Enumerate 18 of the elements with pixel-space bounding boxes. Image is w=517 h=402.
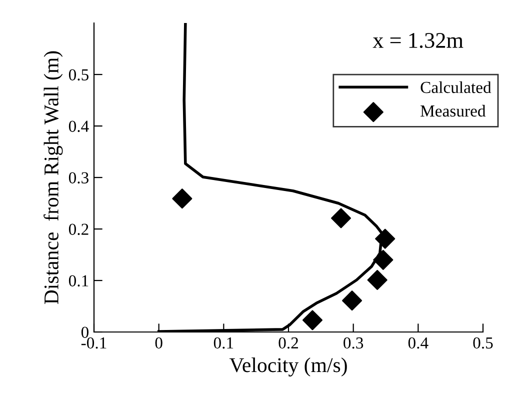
y-tick-label: 0 xyxy=(81,326,89,338)
y-tick-label: 0.3 xyxy=(68,172,88,184)
x-axis-title: Velocity (m/s) xyxy=(229,358,347,376)
x-tick-label: -0.1 xyxy=(81,337,106,349)
x-tick-label: 0.2 xyxy=(278,337,298,349)
y-axis-title: Distance from Right Wall (m) xyxy=(44,51,63,304)
annotation: x = 1.32m xyxy=(372,32,464,48)
x-tick-label: 0.5 xyxy=(473,337,493,349)
x-tick-label: 0 xyxy=(155,337,162,349)
y-tick-label: 0.1 xyxy=(68,275,88,287)
legend-label: Measured xyxy=(420,104,486,117)
x-tick-label: 0.1 xyxy=(214,337,234,349)
y-tick-label: 0.2 xyxy=(68,224,88,236)
x-tick-label: 0.3 xyxy=(344,337,364,349)
y-tick-label: 0.4 xyxy=(68,120,89,132)
legend-label: Calculated xyxy=(420,81,492,94)
x-tick-label: 0.4 xyxy=(408,337,428,349)
y-tick-label: 0.5 xyxy=(68,69,88,81)
